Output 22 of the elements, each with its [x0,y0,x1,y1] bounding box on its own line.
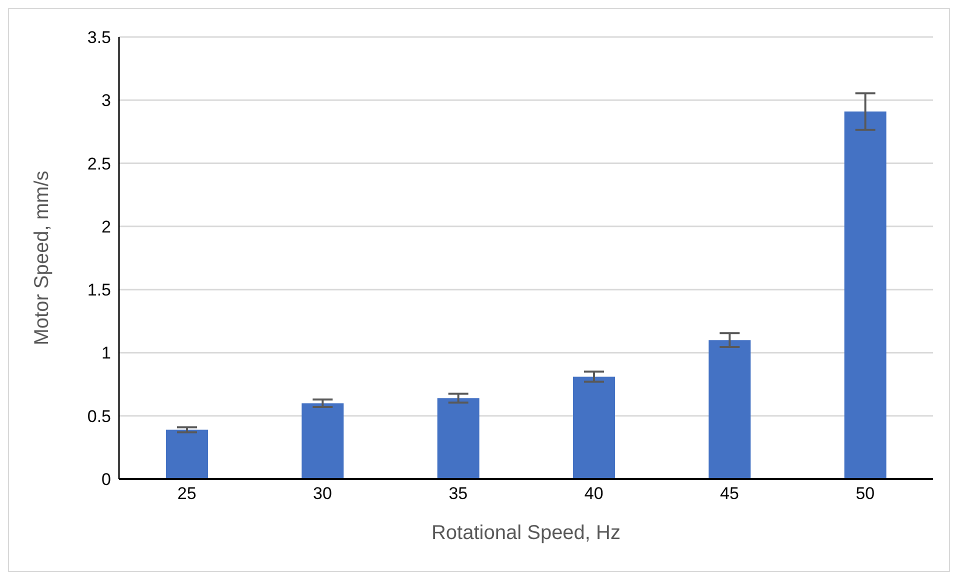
x-tick-label: 25 [177,484,196,504]
y-tick-label: 0 [102,470,111,490]
x-tick-label: 45 [720,484,739,504]
y-tick-label: 3 [102,91,111,110]
bar [844,112,886,479]
x-tick-label: 50 [856,484,875,504]
y-tick-label: 3.5 [87,28,111,48]
bar [437,398,480,479]
y-tick-label: 2 [102,217,111,236]
y-tick-label: 2.5 [87,154,111,174]
y-tick-label: 1 [102,344,111,363]
bar [708,340,751,479]
x-axis-title: Rotational Speed, Hz [431,522,621,544]
y-tick-label: 1.5 [87,280,111,300]
x-tick-label: 40 [584,484,604,504]
bar [573,376,615,479]
x-tick-label: 30 [313,484,332,504]
bar [166,430,208,479]
bar [302,403,344,479]
y-tick-label: 0.5 [87,406,111,426]
y-axis-title: Motor Speed, mm/s [31,170,54,346]
x-tick-label: 35 [448,484,468,504]
